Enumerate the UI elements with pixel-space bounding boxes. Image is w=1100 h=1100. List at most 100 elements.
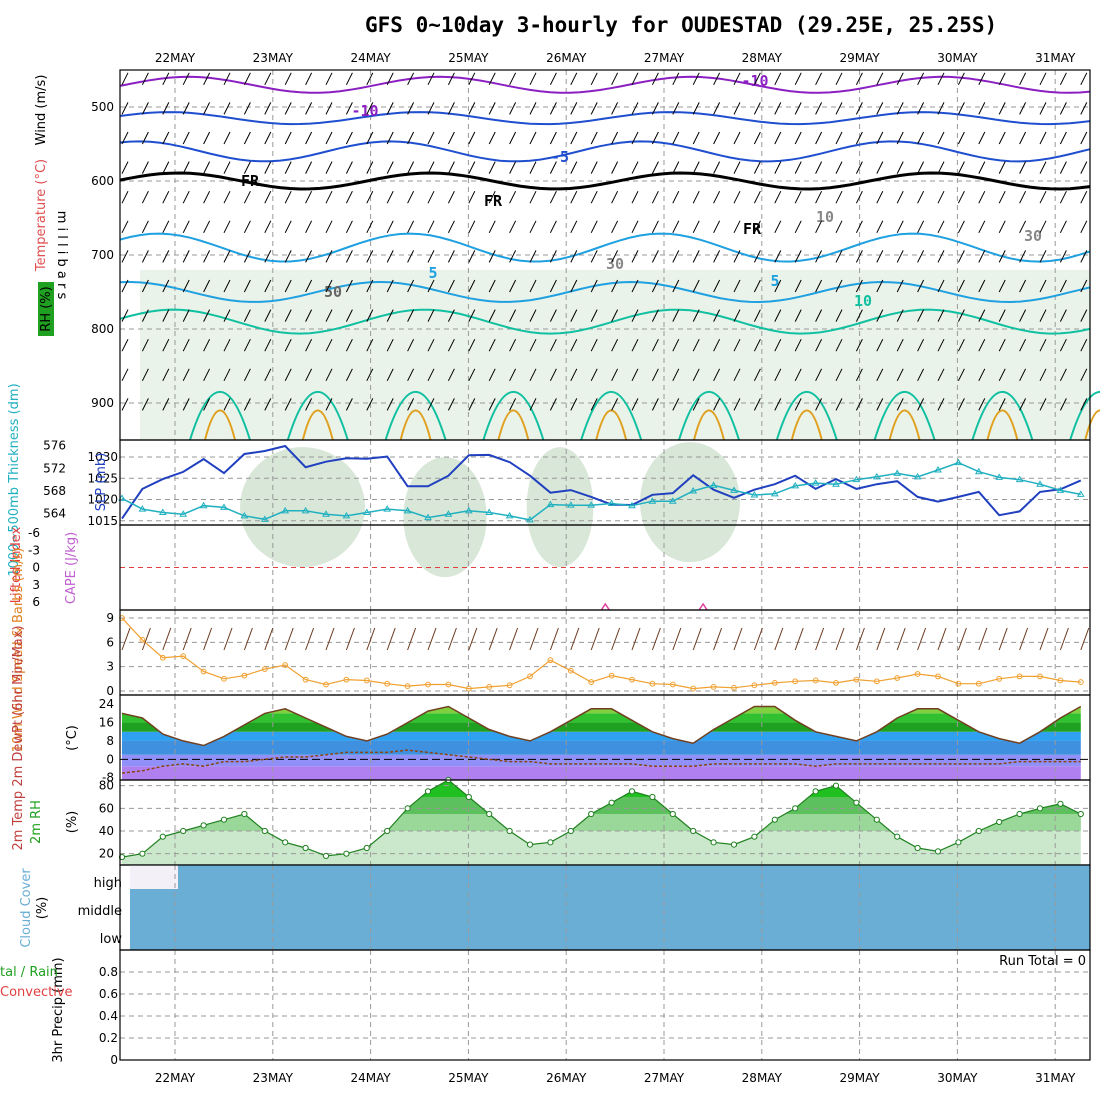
wind-barb [203,338,211,352]
thickness-marker [791,481,800,489]
wind-barb [611,279,619,293]
wind-barb [549,279,557,293]
wind-barb [284,398,292,411]
wind-barb [264,250,272,263]
wind-barb [692,161,700,174]
li-label: Lifted Index [9,526,24,603]
top-date-label: 28MAY [742,51,783,65]
temperature-label: Temperature (°C) [34,159,49,272]
wind-barb [284,338,292,352]
precip-tick: 0.6 [99,987,118,1001]
wind-barb [223,102,231,115]
wind-barb [937,131,945,145]
thickness-marker [811,479,820,486]
wind-barb [305,279,313,293]
wind-barb [264,220,272,234]
wind-barb [264,72,272,86]
rh-shade [240,447,365,568]
wind-barb [345,279,353,293]
wind-barb [1039,72,1047,86]
wind-barb [733,131,741,145]
wind-barb [998,220,1006,234]
wind-barb [182,309,190,322]
wind-barb [733,250,741,263]
wind-barb [855,309,863,322]
wind-barb [223,368,231,382]
isotherm-line [119,308,1091,335]
wind10m-marker [200,668,207,675]
wind-barb [611,131,619,145]
wind-barb [917,279,925,293]
contour-label: FR [241,172,260,190]
isotherm-line [384,391,447,441]
wind-barb [733,309,741,322]
thickness-marker [240,511,249,519]
rh-marker [1077,810,1084,818]
wind-barb [243,190,251,204]
contour-label: -5 [551,148,569,166]
temp-label: 2m Temp 2m DewPt (6hr Min/Max) [11,625,26,850]
wind-barb [1019,102,1027,115]
rh-marker [343,850,350,857]
rh-line [121,779,1082,858]
wind-barb [570,279,578,293]
wind-barb [917,338,925,352]
wind-barb [141,309,149,322]
wind-barb [998,398,1006,411]
wind-barb [713,338,721,352]
wind10m-marker [1037,673,1043,680]
wind-barb [447,131,455,145]
wind10m-barb [427,627,437,651]
wind-barb [998,72,1006,86]
wind-barb [978,190,986,204]
wind10m-barb [509,627,519,651]
wind-barb [815,72,823,86]
wind-barb [325,102,333,115]
wind-barb [815,279,823,293]
wind-barb [611,102,619,115]
wind-barb [733,338,741,352]
wind-barb [998,190,1006,204]
wind10m-barb [631,627,641,651]
wind-barb [366,368,374,382]
wind10m-marker [221,675,227,682]
wind-barb [407,368,415,382]
wind-barb [386,309,394,322]
wind-barb [549,398,557,411]
wind-barb [447,72,455,86]
wind-barb [753,368,761,382]
wind-barb [998,368,1006,382]
wind-barb [162,279,170,293]
wind-tick: 3 [106,660,114,674]
wind-barb [182,161,190,174]
top-date-label: 27MAY [644,51,685,65]
wind-barb [488,220,496,234]
temp-band [122,766,1081,780]
wind-barb [896,368,904,382]
thickness-marker [770,489,779,497]
wind-barb [182,250,190,263]
wind-barb [917,190,925,204]
wind10m-barb [794,627,804,651]
wind-barb [1080,190,1088,204]
slp-label: SLP (mb) [94,453,109,512]
wind-barb [590,161,598,174]
wind-barb [896,398,904,411]
wind10m-barb [590,627,600,651]
wind10m-barb [957,627,967,651]
wind-barb [284,102,292,115]
wind-barb [223,220,231,234]
wind-barb [957,398,965,411]
wind-barb [978,368,986,382]
isotherm-line [301,409,334,441]
wind-barb [284,72,292,86]
li-tick: -3 [28,543,40,557]
wind10m-marker [404,683,411,690]
thickness-marker [852,475,861,483]
isotherm-line [204,409,236,441]
mb-tick: 800 [91,322,114,336]
wind-barb [1039,368,1047,382]
wind-barb [917,161,925,174]
wind10m-barb [243,627,253,651]
isotherm-line [693,409,725,441]
